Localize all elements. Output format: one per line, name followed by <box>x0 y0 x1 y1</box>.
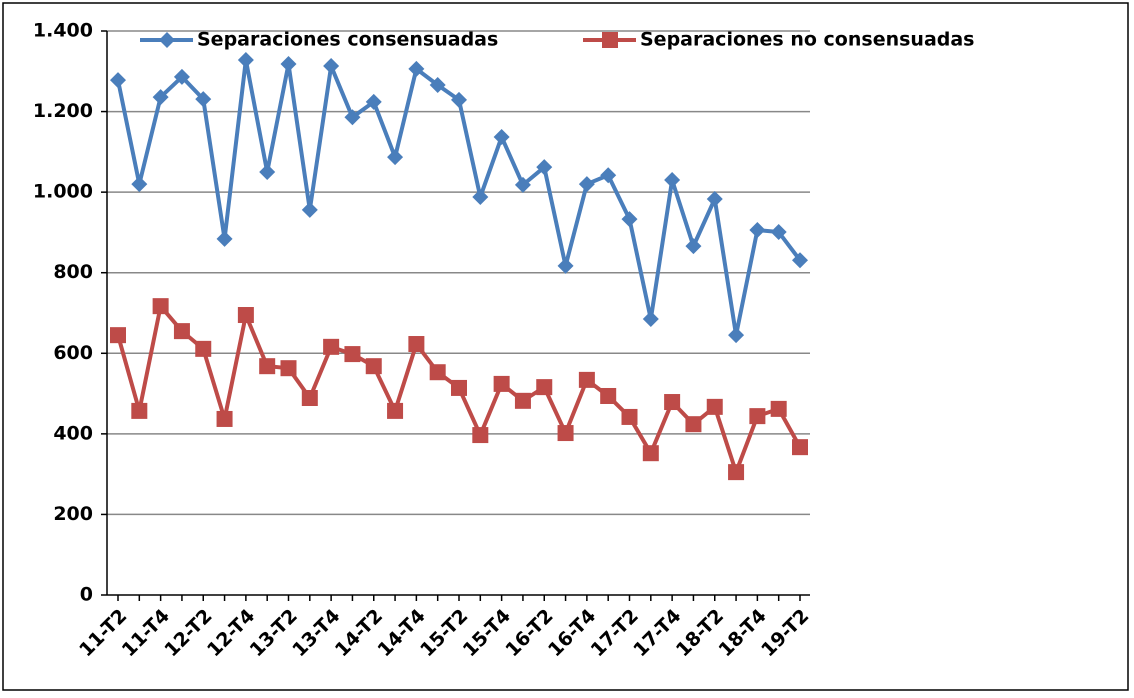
point <box>578 176 595 193</box>
x-tick-label: 18-T2 <box>672 605 728 661</box>
point <box>408 336 425 353</box>
point <box>493 375 510 392</box>
x-tick-label: 12-T2 <box>160 605 216 661</box>
point <box>152 298 169 315</box>
point <box>685 238 702 255</box>
point <box>642 445 659 462</box>
point <box>259 358 276 375</box>
point <box>365 358 382 375</box>
point <box>387 402 404 419</box>
y-tick-label: 200 <box>53 503 93 525</box>
x-tick-label: 15-T2 <box>416 605 472 661</box>
point <box>451 91 467 108</box>
point <box>792 252 808 269</box>
x-tick-label: 17-T2 <box>587 605 643 661</box>
point <box>770 224 787 241</box>
point <box>173 323 190 340</box>
point <box>323 58 340 75</box>
point <box>536 379 553 396</box>
point <box>259 164 276 180</box>
point <box>621 408 638 425</box>
point <box>110 72 126 89</box>
y-tick-label: 1.200 <box>33 100 93 122</box>
point <box>600 167 617 184</box>
x-tick-label: 11-T2 <box>75 605 131 661</box>
point <box>323 338 340 355</box>
y-tick-label: 800 <box>53 261 93 283</box>
point <box>664 394 681 411</box>
point <box>536 159 553 176</box>
point <box>685 416 702 433</box>
point <box>557 425 574 442</box>
point <box>152 89 169 106</box>
x-tick-label: 17-T4 <box>629 605 685 661</box>
x-tick-label: 19-T2 <box>757 605 813 661</box>
point <box>749 222 766 239</box>
point <box>621 211 638 228</box>
point <box>728 327 745 344</box>
legend-marker <box>602 32 618 48</box>
x-tick-label: 14-T2 <box>331 605 387 661</box>
x-tick-label: 14-T4 <box>373 605 429 661</box>
point <box>578 371 595 388</box>
x-tick-label: 15-T4 <box>459 605 515 661</box>
point <box>664 172 681 189</box>
point <box>344 346 361 363</box>
point <box>301 390 318 407</box>
y-tick-label: 0 <box>80 584 93 606</box>
point <box>195 91 212 108</box>
x-tick-label: 13-T4 <box>288 605 344 661</box>
point <box>472 427 489 444</box>
point <box>408 60 425 77</box>
point <box>237 52 254 69</box>
point <box>770 400 787 417</box>
x-tick-label: 13-T2 <box>246 605 302 661</box>
point <box>728 464 745 481</box>
point <box>237 307 254 324</box>
y-tick-label: 1.000 <box>33 181 93 203</box>
point <box>344 109 361 126</box>
x-tick-label: 11-T4 <box>118 605 174 661</box>
point <box>216 230 233 247</box>
point <box>493 128 510 145</box>
point <box>600 387 617 404</box>
point <box>301 201 318 218</box>
point <box>387 149 404 166</box>
point <box>429 364 446 381</box>
point <box>110 327 126 344</box>
x-tick-label: 16-T2 <box>501 605 557 661</box>
x-tick-label: 12-T4 <box>203 605 259 661</box>
point <box>131 176 148 193</box>
point <box>429 76 446 93</box>
point <box>792 439 808 456</box>
legend-label: Separaciones consensuadas <box>197 29 498 51</box>
x-tick-label: 18-T4 <box>714 605 770 661</box>
legend-marker <box>159 32 175 48</box>
point <box>280 56 297 73</box>
point <box>451 379 467 396</box>
point <box>131 402 148 419</box>
point <box>472 188 489 205</box>
y-tick-label: 1.400 <box>33 20 93 42</box>
point <box>173 68 190 85</box>
legend-label: Separaciones no consensuadas <box>640 29 975 51</box>
point <box>557 257 574 274</box>
point <box>706 398 723 415</box>
y-tick-label: 400 <box>53 422 93 444</box>
y-tick-label: 600 <box>53 342 93 364</box>
point <box>365 93 382 110</box>
x-tick-label: 16-T4 <box>544 605 600 661</box>
point <box>195 340 212 357</box>
point <box>216 410 233 427</box>
point <box>642 311 659 328</box>
point <box>706 190 723 207</box>
point <box>514 176 531 193</box>
point <box>280 360 297 377</box>
point <box>749 408 766 425</box>
point <box>514 392 531 409</box>
